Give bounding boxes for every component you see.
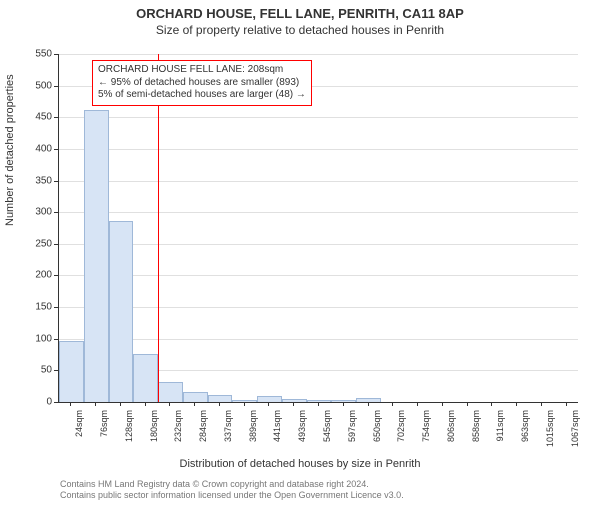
- y-tick-label: 200: [22, 270, 52, 281]
- x-tick-label: 650sqm: [372, 410, 382, 454]
- x-tick-mark: [120, 402, 121, 406]
- x-tick-mark: [392, 402, 393, 406]
- x-tick-label: 24sqm: [74, 410, 84, 454]
- bar: [59, 341, 84, 402]
- bar: [84, 110, 109, 402]
- x-tick-mark: [194, 402, 195, 406]
- bar: [208, 395, 233, 402]
- x-tick-label: 337sqm: [223, 410, 233, 454]
- y-tick-label: 500: [22, 80, 52, 91]
- x-tick-label: 441sqm: [272, 410, 282, 454]
- x-tick-label: 1067sqm: [570, 410, 580, 454]
- x-tick-mark: [566, 402, 567, 406]
- y-tick-label: 300: [22, 207, 52, 218]
- x-tick-mark: [268, 402, 269, 406]
- x-tick-mark: [491, 402, 492, 406]
- info-box-line: 5% of semi-detached houses are larger (4…: [98, 89, 306, 102]
- x-tick-label: 493sqm: [297, 410, 307, 454]
- x-tick-mark: [318, 402, 319, 406]
- x-tick-mark: [467, 402, 468, 406]
- y-tick-label: 250: [22, 238, 52, 249]
- x-tick-label: 911sqm: [495, 410, 505, 454]
- info-box-line: ORCHARD HOUSE FELL LANE: 208sqm: [98, 64, 306, 77]
- grid-line: [58, 117, 578, 118]
- x-tick-mark: [244, 402, 245, 406]
- grid-line: [58, 307, 578, 308]
- info-box: ORCHARD HOUSE FELL LANE: 208sqm← 95% of …: [92, 60, 312, 106]
- x-tick-label: 702sqm: [396, 410, 406, 454]
- x-tick-label: 806sqm: [446, 410, 456, 454]
- x-tick-mark: [368, 402, 369, 406]
- x-tick-label: 858sqm: [471, 410, 481, 454]
- grid-line: [58, 54, 578, 55]
- reference-line: [158, 54, 159, 402]
- y-tick-label: 100: [22, 333, 52, 344]
- grid-line: [58, 244, 578, 245]
- x-tick-mark: [169, 402, 170, 406]
- x-tick-mark: [417, 402, 418, 406]
- chart-footer: Contains HM Land Registry data © Crown c…: [60, 479, 404, 502]
- bar: [183, 392, 208, 402]
- x-tick-mark: [95, 402, 96, 406]
- y-axis-label: Number of detached properties: [4, 74, 16, 226]
- y-tick-label: 450: [22, 112, 52, 123]
- y-tick-label: 150: [22, 302, 52, 313]
- x-tick-mark: [145, 402, 146, 406]
- y-tick-label: 350: [22, 175, 52, 186]
- plot-region: 05010015020025030035040045050055024sqm76…: [58, 54, 578, 402]
- bar: [158, 382, 183, 402]
- x-tick-mark: [70, 402, 71, 406]
- x-tick-mark: [343, 402, 344, 406]
- y-tick-label: 550: [22, 49, 52, 60]
- grid-line: [58, 149, 578, 150]
- x-tick-label: 963sqm: [520, 410, 530, 454]
- chart-subtitle: Size of property relative to detached ho…: [0, 23, 600, 37]
- x-tick-mark: [219, 402, 220, 406]
- x-tick-mark: [516, 402, 517, 406]
- x-tick-label: 128sqm: [124, 410, 134, 454]
- x-tick-label: 232sqm: [173, 410, 183, 454]
- x-tick-label: 545sqm: [322, 410, 332, 454]
- x-tick-label: 1015sqm: [545, 410, 555, 454]
- y-tick-label: 50: [22, 365, 52, 376]
- footer-line-2: Contains public sector information licen…: [60, 490, 404, 502]
- x-tick-mark: [442, 402, 443, 406]
- y-tick-label: 400: [22, 143, 52, 154]
- x-axis-label: Distribution of detached houses by size …: [0, 458, 600, 470]
- footer-line-1: Contains HM Land Registry data © Crown c…: [60, 479, 404, 491]
- grid-line: [58, 212, 578, 213]
- x-tick-label: 76sqm: [99, 410, 109, 454]
- x-tick-label: 389sqm: [248, 410, 258, 454]
- x-tick-mark: [293, 402, 294, 406]
- grid-line: [58, 339, 578, 340]
- x-tick-label: 597sqm: [347, 410, 357, 454]
- info-box-line: ← 95% of detached houses are smaller (89…: [98, 77, 306, 90]
- x-tick-mark: [541, 402, 542, 406]
- bar: [133, 354, 158, 402]
- x-tick-label: 754sqm: [421, 410, 431, 454]
- grid-line: [58, 275, 578, 276]
- x-tick-label: 180sqm: [149, 410, 159, 454]
- bar: [109, 221, 134, 402]
- y-tick-label: 0: [22, 397, 52, 408]
- grid-line: [58, 181, 578, 182]
- chart-title: ORCHARD HOUSE, FELL LANE, PENRITH, CA11 …: [0, 6, 600, 21]
- x-tick-label: 284sqm: [198, 410, 208, 454]
- chart-area: 05010015020025030035040045050055024sqm76…: [58, 54, 578, 402]
